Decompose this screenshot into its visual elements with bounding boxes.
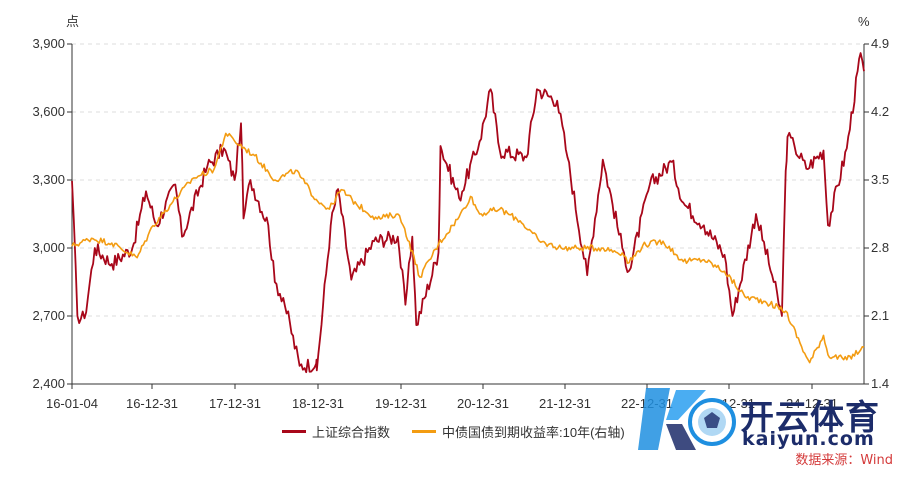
left-tick-label: 2,400	[32, 376, 65, 391]
legend-label-bond-yield: 中债国债到期收益率:10年(右轴)	[442, 425, 625, 440]
right-tick-label: 3.5	[871, 172, 889, 187]
left-axis-ticks: 2,400 2,700 3,000 3,300 3,600 3,900	[32, 36, 72, 391]
axes	[71, 44, 865, 385]
x-tick-label: 24-12-31	[786, 396, 838, 411]
right-axis-ticks: 1.4 2.1 2.8 3.5 4.2 4.9	[864, 36, 889, 391]
left-tick-label: 3,300	[32, 172, 65, 187]
left-tick-label: 2,700	[32, 308, 65, 323]
x-tick-label: 19-12-31	[375, 396, 427, 411]
right-tick-label: 4.9	[871, 36, 889, 51]
series-lines	[71, 52, 865, 374]
right-tick-label: 4.2	[871, 104, 889, 119]
right-tick-label: 2.8	[871, 240, 889, 255]
left-tick-label: 3,000	[32, 240, 65, 255]
legend-swatch-bond-yield	[412, 430, 436, 433]
legend-label-shanghai-index: 上证综合指数	[312, 425, 391, 440]
brand-logo-icon	[638, 388, 736, 450]
brand-name-cn: 开云体育	[740, 398, 880, 438]
x-tick-label: 20-12-31	[457, 396, 509, 411]
legend-item-bond-yield[interactable]: 中债国债到期收益率:10年(右轴)	[412, 422, 625, 441]
series-line-shanghai-index	[71, 52, 865, 374]
right-tick-label: 1.4	[871, 376, 889, 391]
brand-name-en: kaiyun.com	[742, 428, 875, 450]
x-tick-label: 16-01-04	[46, 396, 98, 411]
series-line-bond-yield	[71, 132, 865, 364]
chart-legend: 上证综合指数 中债国债到期收益率:10年(右轴)	[0, 422, 919, 442]
brand-watermark: 开云体育 kaiyun.com	[636, 380, 906, 460]
x-tick-label: 18-12-31	[292, 396, 344, 411]
left-tick-label: 3,900	[32, 36, 65, 51]
legend-swatch-shanghai-index	[282, 430, 306, 433]
x-tick-label: 21-12-31	[539, 396, 591, 411]
x-tick-label: 16-12-31	[126, 396, 178, 411]
data-source-note: 数据来源：Wind	[795, 453, 893, 468]
right-axis-unit: %	[858, 14, 870, 29]
x-tick-label: 17-12-31	[209, 396, 261, 411]
left-tick-label: 3,600	[32, 104, 65, 119]
right-tick-label: 2.1	[871, 308, 889, 323]
legend-item-shanghai-index[interactable]: 上证综合指数	[282, 422, 390, 441]
left-axis-unit: 点	[66, 14, 79, 29]
